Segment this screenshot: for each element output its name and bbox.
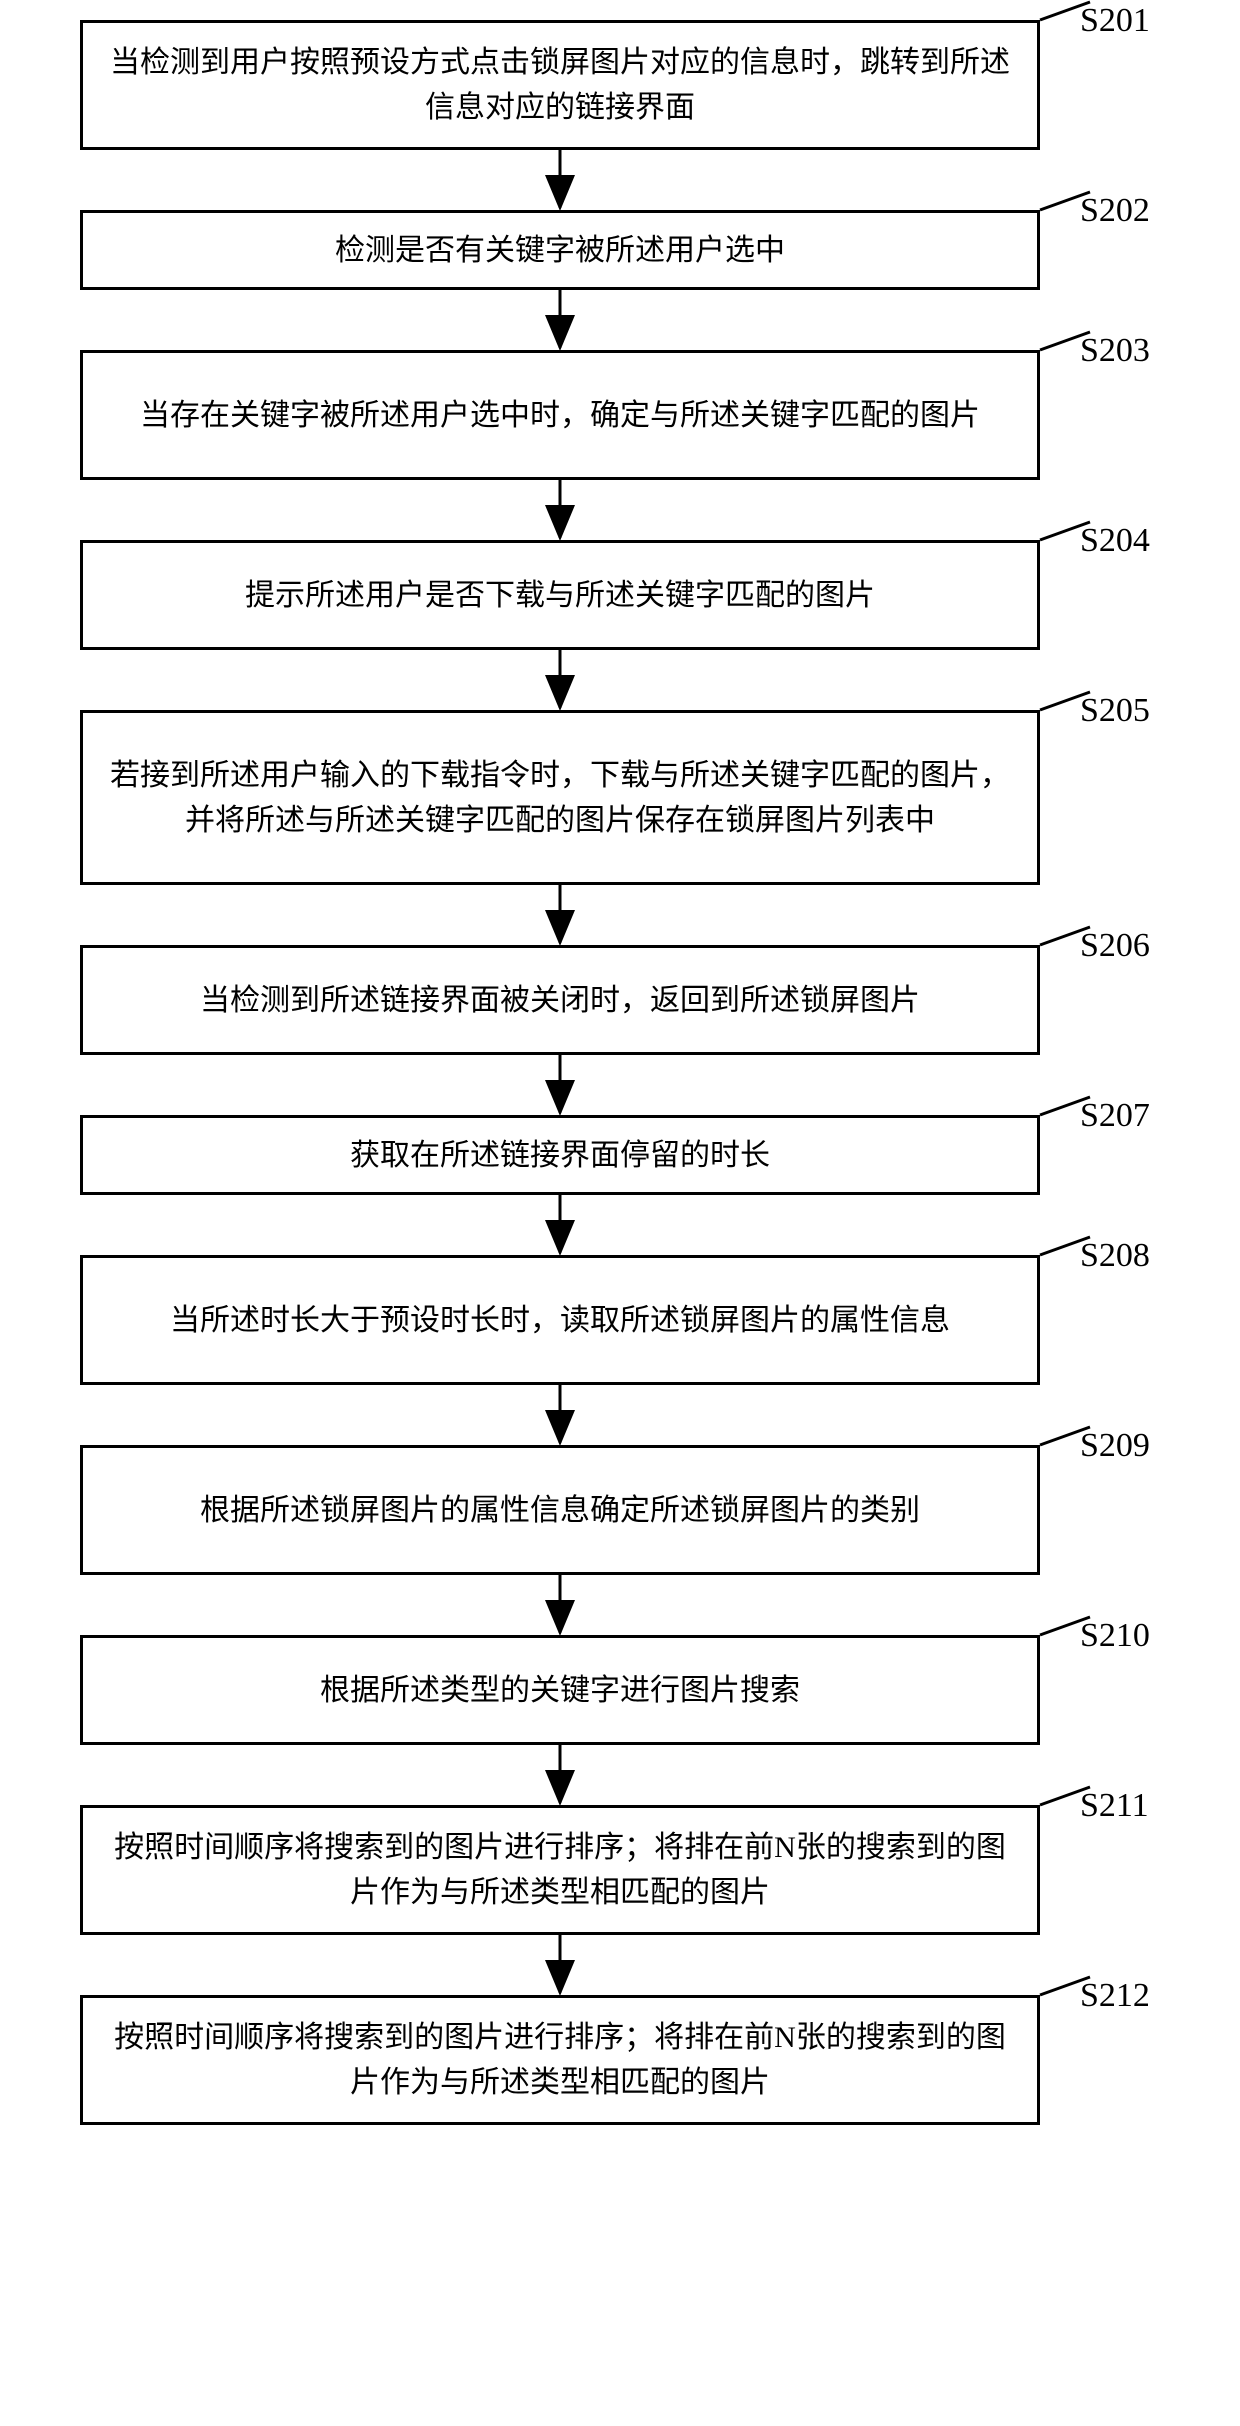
- flowchart-node-S204: 提示所述用户是否下载与所述关键字匹配的图片: [80, 540, 1040, 650]
- flowchart-node-S208: 当所述时长大于预设时长时，读取所述锁屏图片的属性信息: [80, 1255, 1040, 1385]
- flowchart-node-S205: 若接到所述用户输入的下载指令时，下载与所述关键字匹配的图片，并将所述与所述关键字…: [80, 710, 1040, 885]
- step-label-S201: S201: [1080, 2, 1150, 40]
- step-label-S202: S202: [1080, 192, 1150, 230]
- step-label-S208: S208: [1080, 1237, 1150, 1275]
- flowchart-node-S206: 当检测到所述链接界面被关闭时，返回到所述锁屏图片: [80, 945, 1040, 1055]
- step-label-S206: S206: [1080, 927, 1150, 965]
- flowchart-node-S212: 按照时间顺序将搜索到的图片进行排序；将排在前N张的搜索到的图片作为与所述类型相匹…: [80, 1995, 1040, 2125]
- node-text: 根据所述锁屏图片的属性信息确定所述锁屏图片的类别: [200, 1488, 920, 1533]
- step-label-S204: S204: [1080, 522, 1150, 560]
- node-text: 当所述时长大于预设时长时，读取所述锁屏图片的属性信息: [170, 1298, 950, 1343]
- flowchart-node-S207: 获取在所述链接界面停留的时长: [80, 1115, 1040, 1195]
- node-text: 当存在关键字被所述用户选中时，确定与所述关键字匹配的图片: [140, 393, 980, 438]
- node-text: 当检测到用户按照预设方式点击锁屏图片对应的信息时，跳转到所述信息对应的链接界面: [103, 40, 1017, 130]
- flowchart-node-S211: 按照时间顺序将搜索到的图片进行排序；将排在前N张的搜索到的图片作为与所述类型相匹…: [80, 1805, 1040, 1935]
- flowchart-node-S202: 检测是否有关键字被所述用户选中: [80, 210, 1040, 290]
- step-label-S203: S203: [1080, 332, 1150, 370]
- step-label-S210: S210: [1080, 1617, 1150, 1655]
- flowchart-node-S203: 当存在关键字被所述用户选中时，确定与所述关键字匹配的图片: [80, 350, 1040, 480]
- flowchart-node-S209: 根据所述锁屏图片的属性信息确定所述锁屏图片的类别: [80, 1445, 1040, 1575]
- node-text: 检测是否有关键字被所述用户选中: [335, 228, 785, 273]
- node-text: 获取在所述链接界面停留的时长: [350, 1133, 770, 1178]
- node-text: 按照时间顺序将搜索到的图片进行排序；将排在前N张的搜索到的图片作为与所述类型相匹…: [103, 2015, 1017, 2105]
- step-label-S209: S209: [1080, 1427, 1150, 1465]
- flowchart-node-S210: 根据所述类型的关键字进行图片搜索: [80, 1635, 1040, 1745]
- node-text: 若接到所述用户输入的下载指令时，下载与所述关键字匹配的图片，并将所述与所述关键字…: [103, 753, 1017, 843]
- step-label-S205: S205: [1080, 692, 1150, 730]
- node-text: 按照时间顺序将搜索到的图片进行排序；将排在前N张的搜索到的图片作为与所述类型相匹…: [103, 1825, 1017, 1915]
- step-label-S212: S212: [1080, 1977, 1150, 2015]
- flowchart-canvas: 当检测到用户按照预设方式点击锁屏图片对应的信息时，跳转到所述信息对应的链接界面 S…: [0, 0, 1240, 2426]
- node-text: 提示所述用户是否下载与所述关键字匹配的图片: [245, 573, 875, 618]
- node-text: 当检测到所述链接界面被关闭时，返回到所述锁屏图片: [200, 978, 920, 1023]
- step-label-S207: S207: [1080, 1097, 1150, 1135]
- flowchart-node-S201: 当检测到用户按照预设方式点击锁屏图片对应的信息时，跳转到所述信息对应的链接界面: [80, 20, 1040, 150]
- node-text: 根据所述类型的关键字进行图片搜索: [320, 1668, 800, 1713]
- step-label-S211: S211: [1080, 1787, 1149, 1825]
